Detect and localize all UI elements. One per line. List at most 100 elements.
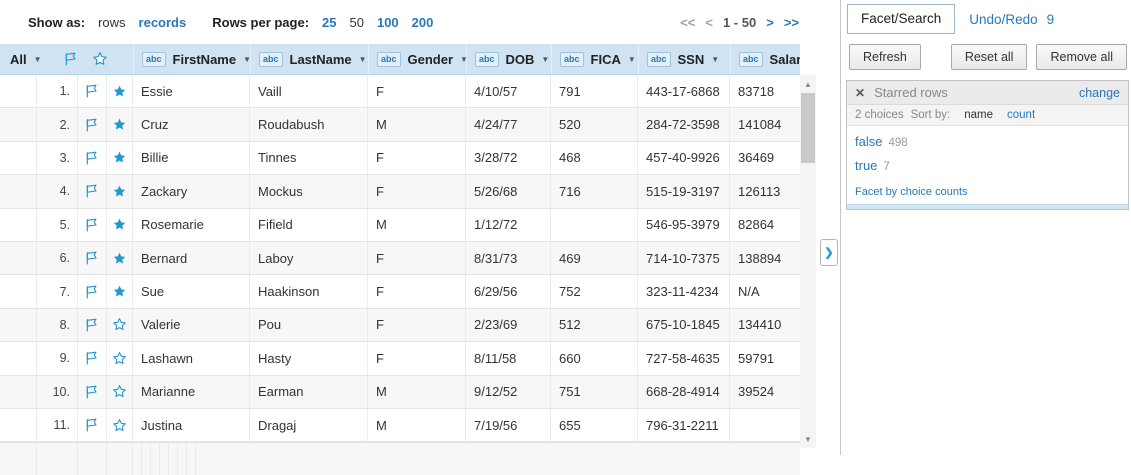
view-mode-option[interactable]: rows xyxy=(98,14,126,30)
tab-undo-redo[interactable]: Undo/Redo 9 xyxy=(969,12,1054,27)
cell-gender[interactable]: F xyxy=(368,308,466,342)
column-header[interactable]: abc FICA ▼ xyxy=(551,44,638,74)
star-toggle[interactable] xyxy=(107,175,133,208)
cell-ssn[interactable]: 457-40-9926 xyxy=(638,141,730,175)
expand-panel-button[interactable]: ❯ xyxy=(820,239,838,266)
star-toggle[interactable] xyxy=(107,241,133,275)
cell-ssn[interactable]: 675-10-1845 xyxy=(638,308,730,342)
cell-fica[interactable] xyxy=(551,208,638,241)
cell-dob[interactable]: 8/31/73 xyxy=(466,241,551,275)
star-toggle[interactable] xyxy=(107,208,133,241)
facet-sort-option[interactable]: count xyxy=(1007,109,1036,121)
facet-choice-value[interactable]: false xyxy=(855,134,883,149)
cell-firstname[interactable]: Cruz xyxy=(133,108,250,141)
star-toggle[interactable] xyxy=(107,275,133,308)
cell-firstname[interactable]: Rosemarie xyxy=(133,208,250,241)
cell-ssn[interactable]: 727-58-4635 xyxy=(638,342,730,375)
column-header[interactable]: abc Gender ▼ xyxy=(368,44,466,74)
cell-salary[interactable]: 83718 xyxy=(738,83,775,99)
cell-fica[interactable]: 655 xyxy=(551,408,638,442)
facet-resize-handle[interactable] xyxy=(847,204,1128,209)
cell-lastname[interactable]: Fifield xyxy=(250,208,368,241)
column-header[interactable]: abc FirstName ▼ xyxy=(133,44,250,74)
cell-gender[interactable]: M xyxy=(368,108,466,141)
flag-toggle[interactable] xyxy=(78,275,107,308)
cell-ssn[interactable]: 443-17-6868 xyxy=(638,75,730,108)
cell-salary[interactable]: 39524 xyxy=(738,384,775,400)
star-toggle[interactable] xyxy=(107,141,133,175)
cell-gender[interactable]: F xyxy=(368,342,466,375)
cell-gender[interactable]: M xyxy=(368,408,466,442)
cell-firstname[interactable]: Valerie xyxy=(133,308,250,342)
column-header[interactable]: abc Salary ▼ xyxy=(730,44,800,74)
flag-toggle[interactable] xyxy=(78,342,107,375)
refresh-button[interactable]: Refresh xyxy=(849,44,921,70)
cell-dob[interactable]: 4/10/57 xyxy=(466,75,551,108)
flag-toggle[interactable] xyxy=(78,408,107,442)
cell-salary[interactable]: 36469 xyxy=(738,150,775,166)
star-toggle[interactable] xyxy=(107,75,133,108)
cell-ssn[interactable]: 515-19-3197 xyxy=(638,175,730,208)
cell-firstname[interactable]: Justina xyxy=(133,408,250,442)
column-menu-arrow-icon[interactable]: ▼ xyxy=(627,54,636,64)
view-mode-option[interactable]: records xyxy=(138,14,187,30)
column-header[interactable]: abc LastName ▼ xyxy=(250,44,368,74)
cell-fica[interactable]: 512 xyxy=(551,308,638,342)
cell-fica[interactable]: 751 xyxy=(551,375,638,408)
cell-dob[interactable]: 7/19/56 xyxy=(466,408,551,442)
last-page-button[interactable]: >> xyxy=(783,14,799,30)
cell-firstname[interactable]: Lashawn xyxy=(133,342,250,375)
facet-choice-value[interactable]: true xyxy=(855,158,878,173)
cell-dob[interactable]: 8/11/58 xyxy=(466,342,551,375)
cell-firstname[interactable]: Marianne xyxy=(133,375,250,408)
cell-firstname[interactable]: Essie xyxy=(133,75,250,108)
flag-toggle[interactable] xyxy=(78,241,107,275)
cell-salary[interactable]: 141084 xyxy=(738,117,782,133)
cell-firstname[interactable]: Bernard xyxy=(133,241,250,275)
first-page-button[interactable]: << xyxy=(680,14,696,30)
cell-dob[interactable]: 5/26/68 xyxy=(466,175,551,208)
all-menu-arrow-icon[interactable]: ▼ xyxy=(33,54,42,64)
scroll-up-icon[interactable]: ▲ xyxy=(804,79,812,89)
cell-ssn[interactable]: 714-10-7375 xyxy=(638,241,730,275)
cell-salary[interactable]: 126113 xyxy=(738,183,781,199)
cell-lastname[interactable]: Haakinson xyxy=(250,275,368,308)
cell-fica[interactable]: 791 xyxy=(551,75,638,108)
cell-gender[interactable]: F xyxy=(368,141,466,175)
page-size-option[interactable]: 50 xyxy=(349,14,364,30)
cell-fica[interactable]: 716 xyxy=(551,175,638,208)
scroll-down-icon[interactable]: ▼ xyxy=(804,434,812,444)
cell-fica[interactable]: 520 xyxy=(551,108,638,141)
cell-lastname[interactable]: Dragaj xyxy=(250,408,368,442)
star-toggle[interactable] xyxy=(107,308,133,342)
cell-dob[interactable]: 6/29/56 xyxy=(466,275,551,308)
cell-firstname[interactable]: Billie xyxy=(133,141,250,175)
cell-lastname[interactable]: Tinnes xyxy=(250,141,368,175)
page-size-option[interactable]: 25 xyxy=(322,14,337,30)
flag-toggle[interactable] xyxy=(78,375,107,408)
cell-ssn[interactable]: 796-31-2211 xyxy=(638,408,730,442)
flag-toggle[interactable] xyxy=(78,141,107,175)
cell-ssn[interactable]: 546-95-3979 xyxy=(638,208,730,241)
cell-ssn[interactable]: 284-72-3598 xyxy=(638,108,730,141)
column-menu-arrow-icon[interactable]: ▼ xyxy=(711,54,720,64)
page-size-option[interactable]: 200 xyxy=(411,14,434,30)
next-page-button[interactable]: > xyxy=(766,14,774,30)
flag-toggle[interactable] xyxy=(78,308,107,342)
flag-toggle[interactable] xyxy=(78,75,107,108)
cell-gender[interactable]: M xyxy=(368,208,466,241)
cell-lastname[interactable]: Earman xyxy=(250,375,368,408)
cell-lastname[interactable]: Pou xyxy=(250,308,368,342)
cell-fica[interactable]: 468 xyxy=(551,141,638,175)
facet-sort-option[interactable]: name xyxy=(964,109,994,121)
cell-salary[interactable]: 82864 xyxy=(738,217,775,233)
cell-gender[interactable]: F xyxy=(368,275,466,308)
reset-all-button[interactable]: Reset all xyxy=(950,44,1028,70)
column-header[interactable]: abc SSN ▼ xyxy=(638,44,730,74)
cell-salary[interactable]: 59791 xyxy=(738,350,775,366)
star-toggle[interactable] xyxy=(107,375,133,408)
cell-ssn[interactable]: 668-28-4914 xyxy=(638,375,730,408)
column-header[interactable]: abc DOB ▼ xyxy=(466,44,551,74)
cell-salary[interactable] xyxy=(730,409,800,441)
column-menu-arrow-icon[interactable]: ▼ xyxy=(541,54,550,64)
